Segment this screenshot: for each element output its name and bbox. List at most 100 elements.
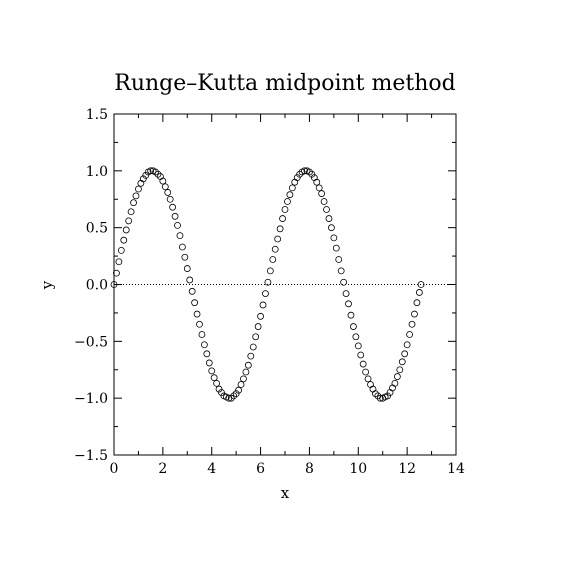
- x-tick-label: 2: [158, 461, 167, 477]
- data-point: [191, 299, 199, 307]
- data-point: [130, 199, 137, 207]
- data-point: [252, 333, 260, 341]
- data-point: [318, 190, 326, 197]
- data-point: [218, 389, 225, 396]
- data-point: [396, 366, 404, 374]
- x-tick-label: 10: [349, 461, 367, 477]
- data-point: [247, 352, 255, 360]
- data-point: [115, 258, 123, 266]
- data-point: [384, 392, 392, 400]
- data-point: [264, 278, 272, 286]
- data-point: [354, 342, 362, 350]
- data-point: [332, 244, 340, 252]
- data-point: [376, 394, 384, 402]
- data-point: [417, 281, 425, 288]
- data-point: [230, 392, 238, 400]
- data-point: [320, 198, 328, 205]
- y-tick-label: 0.5: [86, 221, 108, 237]
- data-point: [415, 289, 423, 296]
- data-point: [389, 384, 396, 392]
- data-point: [240, 375, 247, 383]
- data-point: [315, 184, 323, 192]
- data-point: [411, 310, 418, 318]
- data-point: [117, 246, 125, 254]
- data-point: [369, 385, 377, 393]
- data-point: [237, 381, 245, 388]
- data-point: [169, 203, 177, 211]
- data-point: [254, 323, 262, 330]
- data-point: [308, 170, 316, 178]
- data-point: [357, 351, 365, 359]
- data-point: [205, 359, 213, 367]
- data-point: [235, 386, 242, 394]
- data-point: [284, 198, 291, 205]
- data-point: [406, 331, 413, 338]
- data-point: [398, 358, 406, 366]
- data-point: [113, 269, 120, 277]
- data-point: [139, 175, 147, 183]
- data-point: [122, 226, 130, 234]
- chart-title: Runge–Kutta midpoint method: [114, 71, 455, 96]
- data-point: [296, 170, 304, 178]
- data-point: [271, 245, 279, 253]
- data-point: [403, 341, 411, 349]
- data-point: [232, 390, 240, 398]
- data-point: [391, 379, 399, 387]
- data-point: [181, 253, 189, 261]
- data-point: [242, 368, 250, 376]
- data-point: [323, 206, 330, 213]
- plot-area: 0 2 4 6 8 10 12 14 −1.5 −1.0 −0.5 0.0 0.5 1.0 1.5: [74, 107, 465, 477]
- data-point: [227, 394, 235, 402]
- data-point: [147, 167, 155, 175]
- data-point: [259, 301, 267, 309]
- data-point: [137, 179, 145, 187]
- data-point: [110, 281, 118, 288]
- data-point: [183, 265, 191, 272]
- data-point: [186, 276, 194, 284]
- data-point: [171, 212, 179, 220]
- data-point: [210, 374, 218, 382]
- data-point: [120, 236, 128, 244]
- data-point: [288, 184, 296, 192]
- data-point: [325, 215, 333, 222]
- data-point: [347, 311, 355, 319]
- data-point: [249, 343, 257, 351]
- data-point: [166, 195, 174, 203]
- data-point: [401, 350, 409, 358]
- data-point: [335, 256, 343, 263]
- data-point: [127, 208, 135, 216]
- data-point: [125, 217, 133, 225]
- y-axis-label: y: [38, 280, 56, 290]
- data-point: [269, 256, 277, 263]
- x-tick-label: 8: [305, 461, 314, 477]
- data-point: [161, 183, 169, 191]
- x-tick-label: 0: [110, 461, 119, 477]
- data-point: [367, 381, 374, 388]
- data-point: [337, 267, 345, 275]
- data-point: [196, 320, 203, 328]
- data-point: [286, 191, 294, 199]
- data-point: [330, 234, 338, 242]
- y-tick-label: 0.0: [86, 278, 108, 294]
- data-point: [362, 368, 370, 376]
- data-point: [215, 385, 223, 393]
- data-point: [200, 341, 208, 349]
- data-point: [276, 225, 284, 233]
- data-point: [306, 168, 313, 176]
- data-point: [301, 167, 308, 175]
- data-point: [313, 178, 321, 186]
- x-axis-label: x: [281, 484, 290, 502]
- data-point: [293, 174, 301, 182]
- y-tick-label: 1.0: [86, 164, 108, 180]
- data-point: [340, 278, 348, 286]
- data-point: [393, 373, 401, 380]
- data-point: [176, 232, 184, 240]
- data-point: [342, 290, 350, 297]
- data-point: [262, 290, 269, 297]
- x-tick-label: 14: [447, 461, 465, 477]
- data-point: [349, 323, 357, 330]
- data-point: [257, 312, 264, 320]
- y-tick-label: 1.5: [86, 107, 108, 123]
- data-point: [152, 168, 159, 176]
